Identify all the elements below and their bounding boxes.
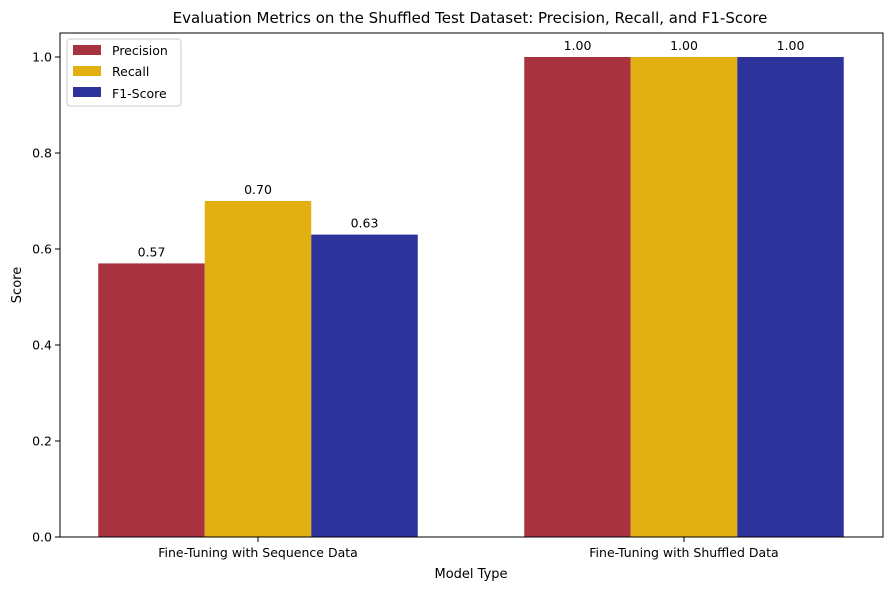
data-label-precision-0: 0.57: [138, 244, 166, 259]
legend-swatch-recall: [73, 66, 101, 76]
bar-recall-0: [204, 201, 312, 537]
data-label-f1-score-1: 1.00: [777, 38, 805, 53]
y-tick-label: 0.2: [32, 434, 52, 449]
legend-label-f1-score: F1-Score: [112, 86, 167, 101]
x-tick-label: Fine-Tuning with Sequence Data: [158, 545, 358, 560]
bars-group: [98, 57, 844, 537]
data-label-recall-1: 1.00: [670, 38, 698, 53]
plot-frame: [59, 32, 884, 538]
y-tick-label: 0.0: [32, 530, 52, 545]
bar-recall-1: [630, 57, 738, 537]
data-label-precision-1: 1.00: [564, 38, 592, 53]
legend: Precision Recall F1-Score: [66, 38, 182, 107]
data-label-f1-score-0: 0.63: [351, 216, 379, 231]
data-labels-group: 0.57 1.00 0.70 1.00 0.63 1.00: [138, 38, 805, 259]
y-axis: 0.0 0.2 0.4 0.6 0.8 1.0: [32, 50, 60, 545]
y-tick-label: 0.6: [32, 242, 52, 257]
bar-precision-1: [524, 57, 631, 537]
legend-swatch-precision: [73, 45, 101, 55]
y-tick-label: 0.8: [32, 146, 52, 161]
x-axis: Fine-Tuning with Sequence Data Fine-Tunin…: [158, 537, 779, 560]
chart-title: Evaluation Metrics on the Shuffled Test …: [173, 9, 768, 27]
x-axis-label: Model Type: [434, 567, 507, 582]
legend-swatch-f1-score: [73, 87, 101, 97]
legend-label-recall: Recall: [112, 64, 149, 79]
y-tick-label: 1.0: [32, 50, 52, 65]
legend-label-precision: Precision: [112, 43, 168, 58]
y-tick-label: 0.4: [32, 338, 52, 353]
bar-f1-score-0: [311, 234, 418, 537]
bar-precision-0: [98, 263, 205, 537]
x-tick-label: Fine-Tuning with Shuffled Data: [589, 545, 778, 560]
bar-f1-score-1: [737, 57, 844, 537]
data-label-recall-0: 0.70: [244, 182, 272, 197]
y-axis-label: Score: [10, 267, 25, 303]
